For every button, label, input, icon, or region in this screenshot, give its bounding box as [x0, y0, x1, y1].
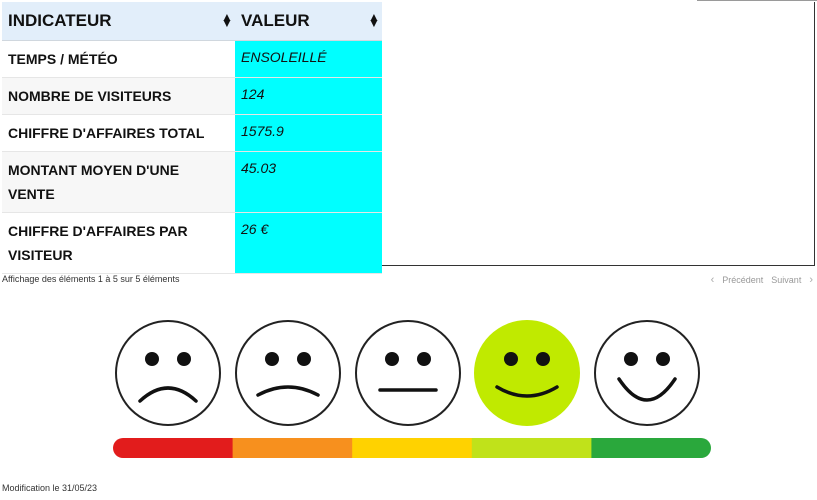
- indicator-label: MONTANT MOYEN D'UNE VENTE: [2, 151, 235, 213]
- indicator-value: 45.03: [235, 151, 382, 213]
- table-row: NOMBRE DE VISITEURS 124: [2, 77, 382, 115]
- table-row: CHIFFRE D'AFFAIRES PAR VISITEUR 26 €: [2, 212, 382, 274]
- indicator-table: INDICATEUR ▲ ▼ VALEUR ▲ ▼ TEMPS / MÉTÉO EN…: [2, 2, 382, 274]
- column-header-indicateur[interactable]: INDICATEUR ▲ ▼: [2, 2, 235, 41]
- modification-date: Modification le 31/05/23: [2, 483, 98, 493]
- previous-button[interactable]: Précédent: [722, 275, 764, 285]
- neutral-face-icon: [355, 320, 461, 426]
- very-happy-face-icon: [594, 320, 700, 426]
- indicator-label: TEMPS / MÉTÉO: [2, 40, 235, 78]
- table-row: CHIFFRE D'AFFAIRES TOTAL 1575.9: [2, 114, 382, 152]
- next-button[interactable]: Suivant: [771, 275, 802, 285]
- pagination-info: Affichage des éléments 1 à 5 sur 5 éléme…: [2, 274, 180, 284]
- gauge-segment: [232, 438, 353, 458]
- satisfaction-faces: [115, 320, 700, 426]
- indicator-label: NOMBRE DE VISITEURS: [2, 77, 235, 115]
- pagination: ‹ Précédent Suivant ›: [711, 274, 813, 286]
- gauge-segment: [113, 438, 234, 458]
- happy-face-icon: [474, 320, 580, 426]
- column-header-label: VALEUR: [241, 10, 310, 30]
- sort-icon[interactable]: ▲ ▼: [368, 10, 380, 30]
- indicator-label: CHIFFRE D'AFFAIRES TOTAL: [2, 114, 235, 152]
- top-divider: [697, 0, 817, 1]
- chevron-right-icon: ›: [809, 274, 813, 286]
- satisfaction-gauge: [113, 438, 711, 458]
- table-row: MONTANT MOYEN D'UNE VENTE 45.03: [2, 151, 382, 213]
- column-header-label: INDICATEUR: [8, 10, 112, 30]
- indicator-value: 124: [235, 77, 382, 115]
- indicator-value: 1575.9: [235, 114, 382, 152]
- indicator-value: 26 €: [235, 212, 382, 274]
- sort-icon[interactable]: ▲ ▼: [221, 10, 233, 30]
- gauge-segment: [352, 438, 473, 458]
- column-header-valeur[interactable]: VALEUR ▲ ▼: [235, 2, 382, 41]
- gauge-segment: [591, 438, 711, 458]
- gauge-segment: [471, 438, 592, 458]
- chevron-left-icon: ‹: [710, 274, 715, 286]
- table-row: TEMPS / MÉTÉO ENSOLEILLÉ: [2, 40, 382, 78]
- indicator-label: CHIFFRE D'AFFAIRES PAR VISITEUR: [2, 212, 235, 274]
- very-sad-face-icon: [115, 320, 221, 426]
- indicator-value: ENSOLEILLÉ: [235, 40, 382, 78]
- sad-face-icon: [235, 320, 341, 426]
